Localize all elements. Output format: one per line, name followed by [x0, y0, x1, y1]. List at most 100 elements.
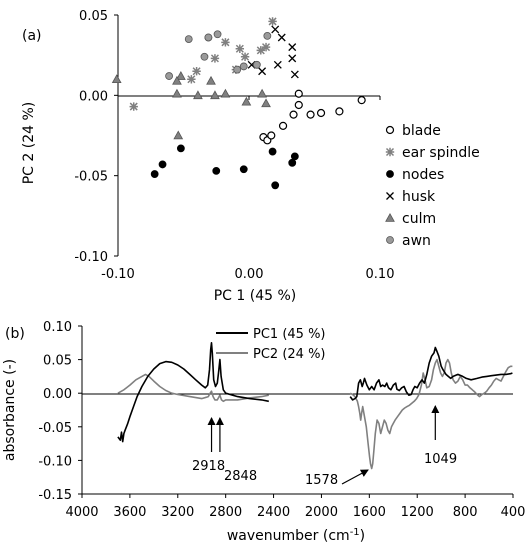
pca-x-axis-label: PC 1 (45 %) — [214, 288, 297, 304]
loadings-x-tick-label: 2800 — [209, 505, 242, 520]
loadings-line-pc1-segment-2 — [349, 346, 513, 401]
pca-point-awn — [252, 60, 261, 69]
pca-point-husk — [288, 43, 297, 52]
pca-point-ear-spindle — [256, 46, 265, 55]
pca-scatter-points — [111, 17, 366, 190]
pca-point-awn — [204, 33, 213, 42]
peak-label-1049: 1049 — [424, 452, 457, 467]
loadings-y-tick-label: -0.10 — [38, 454, 72, 469]
pca-point-nodes — [288, 158, 297, 167]
loadings-y-tick-label: 0.10 — [43, 320, 72, 335]
pca-y-ticks: -0.10 -0.05 0.00 0.05 — [74, 9, 118, 265]
legend-label-husk: husk — [402, 189, 436, 205]
peak-label-2848: 2848 — [224, 469, 257, 484]
pca-point-husk — [271, 25, 280, 34]
pca-point-blade — [306, 110, 315, 119]
pca-point-nodes — [290, 152, 299, 161]
pca-x-ticks: -0.10 0.00 0.10 — [101, 96, 394, 282]
loadings-x-axis-label: wavenumber (cm-1) — [227, 527, 365, 545]
pca-point-husk — [290, 70, 299, 79]
panel-a-label: (a) — [22, 28, 42, 44]
pca-point-culm — [210, 90, 220, 100]
legend-marker-husk — [386, 192, 394, 200]
loadings-line-pc2-segment-1 — [117, 373, 269, 403]
peak-label-2918: 2918 — [192, 459, 225, 474]
pca-point-culm — [172, 75, 182, 85]
peak-arrow-1578 — [341, 469, 369, 485]
pca-y-tick-label: -0.05 — [74, 170, 108, 185]
pca-point-culm — [220, 88, 231, 98]
pca-point-culm — [261, 98, 271, 108]
loadings-legend: PC1 (45 %) PC2 (24 %) — [216, 327, 326, 362]
peak-label-1578: 1578 — [305, 473, 338, 488]
pca-point-ear-spindle — [240, 52, 250, 61]
panel-b-label: (b) — [5, 326, 25, 342]
pca-point-awn — [165, 72, 173, 80]
pca-point-blade — [357, 96, 366, 105]
pca-y-tick-label: -0.10 — [74, 250, 108, 265]
pca-point-nodes — [268, 147, 277, 156]
pca-point-nodes — [176, 144, 185, 153]
pca-x-tick-label: 0.00 — [235, 267, 264, 282]
legend-marker-awn — [386, 236, 394, 244]
pca-scores-panel: (a) -0.10 -0.05 0.00 0.05 -0.10 0.00 0.10 PC … — [21, 9, 480, 304]
legend-marker-culm — [385, 212, 395, 222]
legend-marker-nodes — [386, 170, 394, 178]
pca-point-blade — [278, 121, 288, 130]
loadings-x-tick-label: 4000 — [65, 505, 98, 520]
legend-marker-ear-spindle — [385, 147, 395, 157]
pca-point-awn — [233, 65, 242, 74]
loadings-y-tick-label: -0.05 — [38, 421, 72, 436]
pca-y-tick-label: 0.05 — [79, 9, 108, 24]
pca-point-ear-spindle — [261, 42, 271, 52]
pca-point-ear-spindle — [235, 44, 245, 53]
loadings-legend-label-pc2: PC2 (24 %) — [253, 347, 326, 362]
pca-point-ear-spindle — [192, 67, 201, 76]
loadings-x-tick-label: 2000 — [305, 505, 338, 520]
pca-y-axis-label: PC 2 (24 %) — [21, 102, 37, 185]
pca-y-tick-label: 0.00 — [79, 89, 108, 104]
pca-point-nodes — [212, 166, 221, 175]
loadings-line-pc1-segment-1 — [117, 342, 269, 443]
loadings-x-tick-label: 2400 — [257, 505, 290, 520]
pca-point-ear-spindle — [268, 17, 277, 26]
loadings-x-tick-label: 3200 — [161, 505, 194, 520]
pca-point-blade — [267, 131, 276, 140]
loadings-y-tick-label: -0.15 — [38, 488, 72, 503]
pca-point-husk — [273, 60, 282, 69]
loadings-x-tick-label: 1200 — [401, 505, 434, 520]
loadings-x-tick-label: 800 — [453, 505, 478, 520]
pca-point-husk — [288, 54, 297, 63]
loadings-x-tick-label: 3600 — [113, 505, 146, 520]
pca-point-culm — [257, 88, 267, 98]
pca-point-culm — [176, 71, 186, 80]
pca-point-blade — [316, 108, 326, 118]
loadings-x-tick-label: 400 — [501, 505, 526, 520]
pca-point-nodes — [271, 181, 280, 190]
pca-point-husk — [258, 67, 267, 76]
pca-point-nodes — [239, 165, 248, 174]
loadings-panel: (b) -0.15 -0.10 -0.05 0.00 0.05 0.10 4000 3600… — [2, 320, 525, 544]
pca-point-ear-spindle — [187, 75, 196, 84]
pca-point-culm — [111, 74, 122, 84]
pca-point-awn — [239, 62, 248, 71]
pca-x-tick-label: 0.10 — [366, 267, 395, 282]
pca-point-ear-spindle — [129, 102, 138, 111]
pca-point-blade — [294, 100, 303, 110]
loadings-legend-label-pc1: PC1 (45 %) — [253, 327, 326, 342]
legend-label-awn: awn — [402, 233, 431, 249]
loadings-series-lines — [117, 342, 513, 470]
pca-point-ear-spindle — [221, 38, 230, 47]
pca-point-ear-spindle — [210, 54, 220, 63]
pca-point-culm — [172, 88, 182, 98]
legend-label-ear-spindle: ear spindle — [402, 145, 480, 161]
legend-label-nodes: nodes — [402, 167, 444, 183]
legend-marker-blade — [385, 125, 395, 135]
pca-point-awn — [184, 35, 193, 43]
pca-legend: blade ear spindle nodes husk culm awn — [385, 123, 480, 249]
pca-point-culm — [173, 130, 184, 140]
pca-point-blade — [289, 110, 298, 119]
legend-label-culm: culm — [402, 211, 436, 227]
